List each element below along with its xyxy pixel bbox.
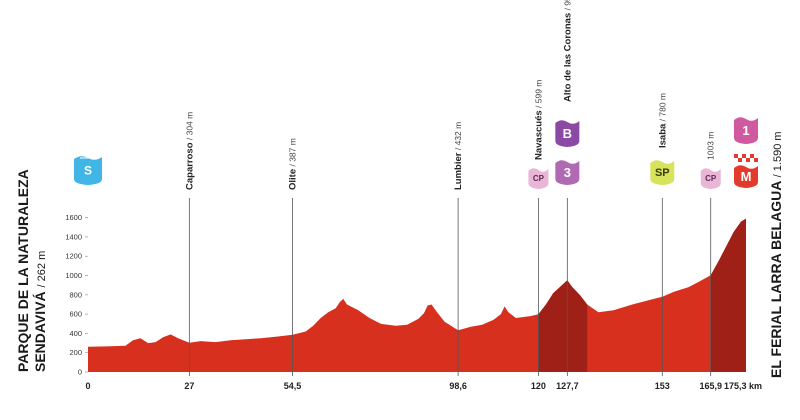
y-tick-label: 800 [69, 290, 82, 299]
finish-name-text: EL FERIAL LARRA BELAGUA [768, 177, 784, 378]
waypoint-text: Olite / 387 m [288, 138, 299, 190]
finish-badge: M [734, 165, 758, 188]
x-tick-label: 54,5 [284, 381, 302, 391]
y-axis: 0 200 400 600 800 1000 1200 1400 1600 [65, 213, 88, 377]
flag-cell [738, 158, 742, 162]
finish-category-badge-shape [734, 117, 758, 144]
flag-cell [754, 158, 758, 162]
y-tick-label: 1000 [65, 271, 82, 280]
start-name-line2: SENDAVIVÁ / 262 m [32, 251, 48, 372]
checkpoint-badge: CP [528, 168, 549, 189]
waypoint-label: Navascués / 599 m [533, 80, 544, 160]
start-name-text: SENDAVIVÁ [32, 287, 48, 372]
finish-name: EL FERIAL LARRA BELAGUA / 1.590 m [768, 131, 784, 378]
waypoint-name: Alto de las Coronas [562, 13, 573, 102]
finish-category-badge: 1 [734, 117, 758, 144]
waypoint-altitude: / 387 m [288, 138, 298, 169]
waypoint-label: Olite / 387 m [288, 138, 299, 190]
y-tick-label: 1400 [65, 232, 82, 241]
finish-checkered-flag [734, 154, 758, 162]
waypoint-name: Caparroso [184, 142, 195, 190]
x-tick-label: 27 [184, 381, 194, 391]
checkpoint-badge-shape [528, 168, 549, 189]
checkpoint-badge-label: CP [533, 174, 545, 183]
waypoint-label: Caparroso / 304 m [184, 112, 195, 190]
x-tick-label: 120 [531, 381, 546, 391]
y-tick-label: 1200 [65, 252, 82, 261]
waypoint-text: Alto de las Coronas / 951 m [562, 0, 573, 102]
finish-badge-label: M [741, 169, 752, 184]
climb-badge: 3 [555, 160, 580, 185]
waypoint-name: Isaba [657, 123, 668, 148]
climb-category-badge: B [555, 120, 580, 147]
x-tick-label: 0 [85, 381, 90, 391]
x-tick-label: 153 [655, 381, 670, 391]
checkpoint-badge: CP [700, 168, 721, 189]
climb-shaded-segment [710, 218, 746, 372]
climb-shaded-segment [567, 280, 588, 372]
x-tick-label: 165,9 [699, 381, 722, 391]
waypoint-label: 1003 m [706, 132, 716, 160]
finish-badge-shape [734, 165, 758, 188]
checkpoint-badge-label: CP [705, 174, 717, 183]
sprint-badge-label: SP [655, 167, 670, 179]
waypoint-label: Alto de las Coronas / 951 m [562, 0, 573, 102]
waypoint-altitude: / 304 m [184, 112, 194, 143]
start-badge-shape [74, 156, 102, 185]
start-altitude: / 262 m [36, 251, 48, 288]
y-tick-label: 600 [69, 310, 82, 319]
waypoint-altitude: 1003 m [706, 132, 716, 160]
y-tick-label: 1600 [65, 213, 82, 222]
climb-category-badge-shape [555, 120, 580, 147]
sprint-badge: SP [650, 160, 675, 185]
waypoint-altitude: / 951 m [562, 0, 572, 13]
climb-category-badge-label: B [563, 126, 572, 141]
y-tick-label: 400 [69, 329, 82, 338]
finish-altitude: / 1.590 m [772, 131, 784, 177]
flag-cell [750, 154, 754, 158]
sprint-badge-shape [650, 160, 675, 185]
flag-cell [746, 158, 750, 162]
start-location-label: PARQUE DE LA NATURALEZA SENDAVIVÁ / 262 m [15, 169, 48, 372]
y-tick-label: 0 [78, 368, 82, 377]
start-badge-label: S [84, 164, 92, 178]
x-tick-label: 175,3 km [724, 381, 762, 391]
y-tick-label: 200 [69, 348, 82, 357]
waypoint-name: Navascués [533, 110, 544, 160]
waypoint-label: Isaba / 780 m [657, 93, 668, 148]
waypoint-name: Olite [288, 169, 299, 190]
climb-shaded-segment [538, 280, 568, 372]
waypoint-text: Navascués / 599 m [533, 80, 544, 160]
profile-area [88, 218, 746, 372]
waypoint-altitude: / 599 m [533, 80, 543, 111]
waypoint-label: Lumbier / 432 m [453, 122, 464, 190]
x-tick-label: 127,7 [556, 381, 579, 391]
x-tick-label: 98,6 [449, 381, 467, 391]
waypoint-altitude: / 780 m [657, 93, 667, 124]
waypoint-text: Lumbier / 432 m [453, 122, 464, 190]
waypoint-text: Isaba / 780 m [657, 93, 668, 148]
flag-cell [742, 154, 746, 158]
waypoint-altitude: / 432 m [453, 122, 463, 153]
flag-cell [734, 154, 738, 158]
checkpoint-badge-shape [700, 168, 721, 189]
finish-category-badge-label: 1 [742, 123, 749, 138]
start-name-line1: PARQUE DE LA NATURALEZA [15, 169, 31, 372]
waypoint-text: 1003 m [706, 132, 716, 160]
start-badge: S [74, 156, 102, 185]
waypoint-name: Lumbier [453, 152, 464, 190]
finish-location-label: EL FERIAL LARRA BELAGUA / 1.590 m [768, 131, 784, 378]
climb-badge-label: 3 [564, 165, 571, 180]
waypoint-text: Caparroso / 304 m [184, 112, 195, 190]
climb-badge-shape [555, 160, 580, 185]
